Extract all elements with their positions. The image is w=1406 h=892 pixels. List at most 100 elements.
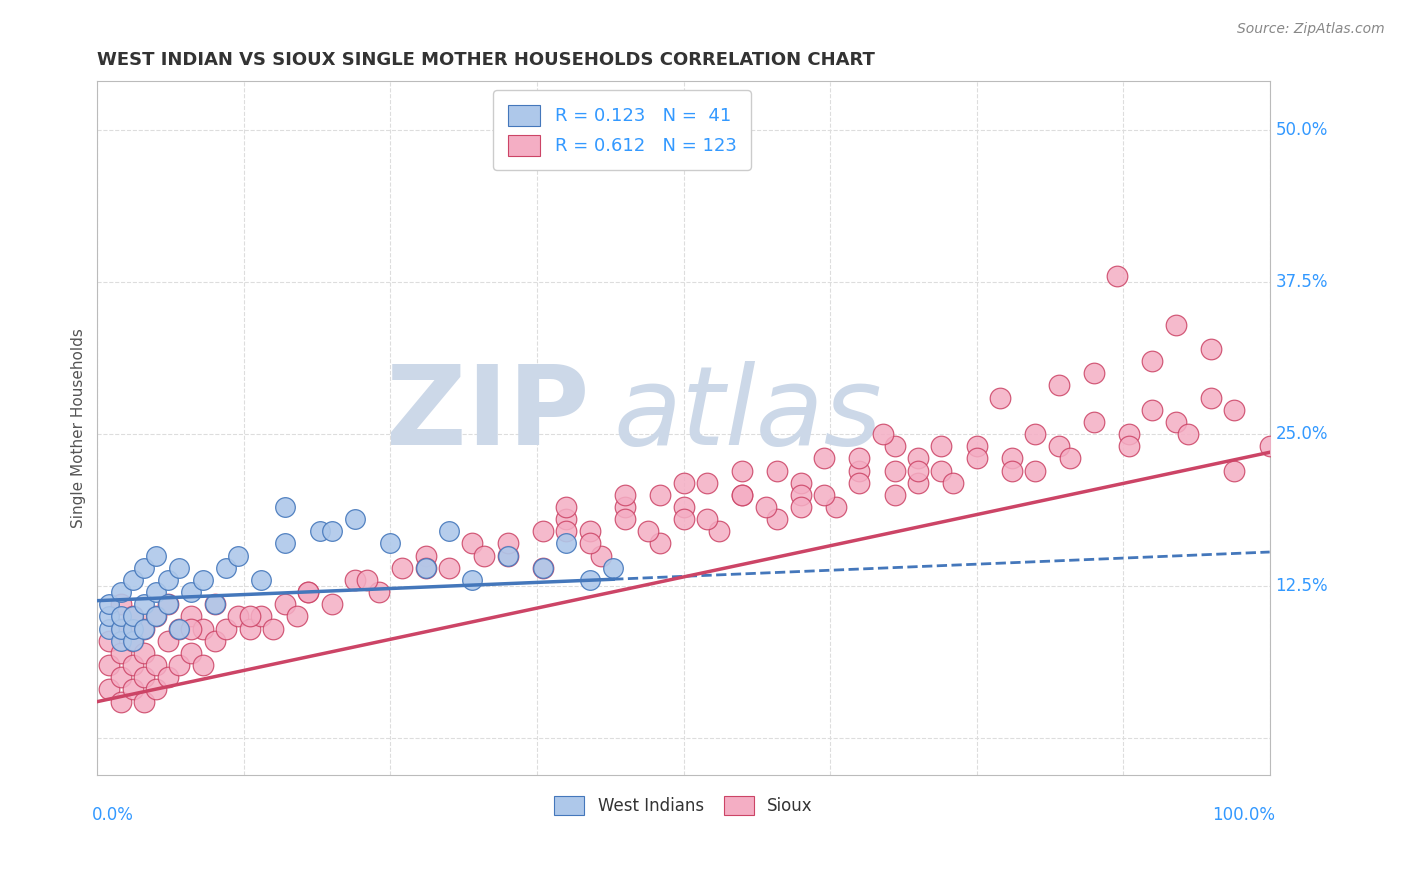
Point xyxy=(813,451,835,466)
Point xyxy=(134,622,156,636)
Point xyxy=(531,561,554,575)
Point xyxy=(437,524,460,539)
Point xyxy=(169,622,191,636)
Point xyxy=(931,463,953,477)
Point xyxy=(98,682,121,697)
Point xyxy=(1199,342,1222,356)
Point xyxy=(134,646,156,660)
Point xyxy=(156,597,179,611)
Y-axis label: Single Mother Households: Single Mother Households xyxy=(72,328,86,528)
Point xyxy=(907,463,929,477)
Point xyxy=(98,633,121,648)
Point xyxy=(274,500,297,514)
Point xyxy=(1258,439,1281,453)
Point xyxy=(1223,402,1246,417)
Point xyxy=(555,500,578,514)
Point xyxy=(966,451,988,466)
Point xyxy=(274,536,297,550)
Point xyxy=(1177,427,1199,442)
Point xyxy=(1059,451,1081,466)
Point xyxy=(380,536,402,550)
Point xyxy=(602,561,624,575)
Point xyxy=(191,622,214,636)
Point xyxy=(191,658,214,673)
Point xyxy=(321,524,343,539)
Point xyxy=(121,658,143,673)
Point xyxy=(1047,378,1070,392)
Point xyxy=(169,561,191,575)
Point xyxy=(215,561,238,575)
Point xyxy=(145,549,167,563)
Point xyxy=(145,609,167,624)
Text: 12.5%: 12.5% xyxy=(1275,577,1329,595)
Text: 50.0%: 50.0% xyxy=(1275,121,1327,139)
Point xyxy=(1001,451,1024,466)
Point xyxy=(110,622,132,636)
Point xyxy=(204,597,226,611)
Point xyxy=(707,524,730,539)
Point xyxy=(98,597,121,611)
Point xyxy=(696,512,718,526)
Point xyxy=(110,633,132,648)
Point xyxy=(696,475,718,490)
Point xyxy=(555,524,578,539)
Text: ZIP: ZIP xyxy=(387,360,589,467)
Point xyxy=(1223,463,1246,477)
Point xyxy=(883,439,905,453)
Point xyxy=(180,585,202,599)
Point xyxy=(731,488,754,502)
Point xyxy=(226,549,249,563)
Point xyxy=(578,573,600,587)
Point xyxy=(672,475,695,490)
Point xyxy=(344,573,367,587)
Point xyxy=(907,475,929,490)
Point xyxy=(98,609,121,624)
Point xyxy=(437,561,460,575)
Point xyxy=(169,622,191,636)
Point xyxy=(1024,463,1046,477)
Point xyxy=(1107,268,1129,283)
Point xyxy=(731,463,754,477)
Point xyxy=(121,573,143,587)
Point xyxy=(169,658,191,673)
Point xyxy=(1024,427,1046,442)
Point xyxy=(766,512,789,526)
Point xyxy=(309,524,332,539)
Point xyxy=(274,597,297,611)
Point xyxy=(883,488,905,502)
Point xyxy=(813,488,835,502)
Point xyxy=(613,500,636,514)
Point xyxy=(931,439,953,453)
Point xyxy=(156,633,179,648)
Point xyxy=(239,622,262,636)
Point xyxy=(531,524,554,539)
Point xyxy=(848,463,870,477)
Text: WEST INDIAN VS SIOUX SINGLE MOTHER HOUSEHOLDS CORRELATION CHART: WEST INDIAN VS SIOUX SINGLE MOTHER HOUSE… xyxy=(97,51,875,69)
Point xyxy=(134,670,156,684)
Point xyxy=(110,609,132,624)
Text: 25.0%: 25.0% xyxy=(1275,425,1329,443)
Point xyxy=(121,609,143,624)
Point xyxy=(110,670,132,684)
Point xyxy=(145,658,167,673)
Point xyxy=(555,512,578,526)
Point xyxy=(754,500,776,514)
Point xyxy=(461,536,484,550)
Point xyxy=(637,524,659,539)
Point xyxy=(1164,318,1187,332)
Point xyxy=(226,609,249,624)
Point xyxy=(1047,439,1070,453)
Point xyxy=(297,585,319,599)
Text: Source: ZipAtlas.com: Source: ZipAtlas.com xyxy=(1237,22,1385,37)
Point xyxy=(1118,427,1140,442)
Point xyxy=(731,488,754,502)
Point xyxy=(156,670,179,684)
Point xyxy=(180,622,202,636)
Point xyxy=(578,536,600,550)
Point xyxy=(613,488,636,502)
Point xyxy=(415,549,437,563)
Text: 37.5%: 37.5% xyxy=(1275,273,1329,291)
Point xyxy=(391,561,413,575)
Point xyxy=(848,475,870,490)
Point xyxy=(883,463,905,477)
